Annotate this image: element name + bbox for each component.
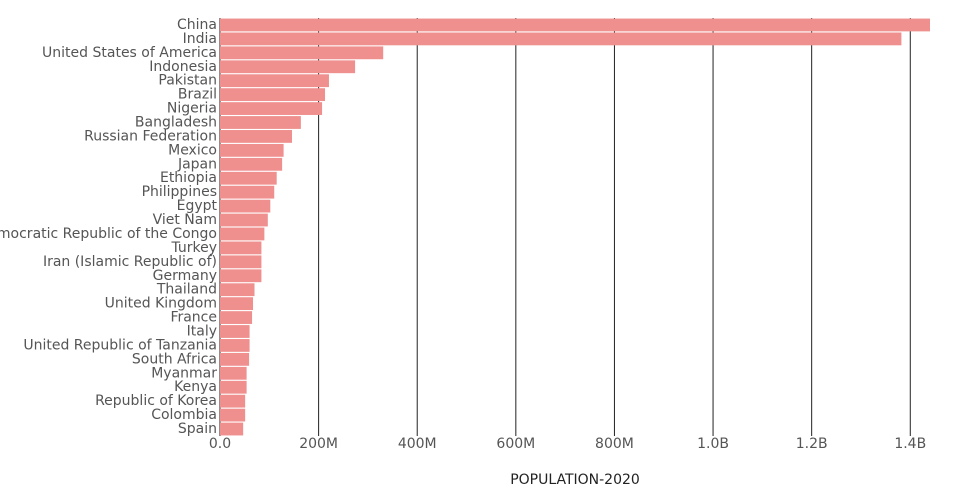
bar (220, 130, 292, 143)
bar (220, 171, 277, 185)
y-tick-label: Viet Nam (153, 212, 217, 228)
bar (220, 380, 247, 394)
y-tick-label: Pakistan (158, 73, 217, 89)
y-tick-label: Nigeria (167, 101, 217, 117)
x-tick-label: 1.0B (697, 436, 729, 452)
y-tick-label: Iran (Islamic Republic of) (43, 254, 217, 270)
bar (220, 283, 255, 297)
y-tick-label: United States of America (42, 45, 217, 61)
bar (220, 32, 902, 46)
bar (220, 88, 326, 102)
bar (220, 366, 247, 380)
x-tick-label: 1.4B (894, 436, 926, 452)
bar (220, 297, 254, 311)
bar (220, 227, 265, 241)
bar (220, 325, 250, 338)
x-tick-label: 1.2B (796, 436, 828, 452)
y-tick-label: Bangladesh (135, 115, 217, 131)
x-axis-title: POPULATION-2020 (510, 472, 640, 488)
bar (220, 18, 930, 32)
bar (220, 143, 284, 157)
bar (220, 185, 275, 199)
y-tick-label: Turkey (170, 240, 217, 256)
y-tick-label: Kenya (174, 379, 217, 395)
bar (220, 394, 246, 408)
bar (220, 408, 246, 422)
bar (220, 311, 253, 324)
bar (220, 60, 356, 74)
y-tick-label: Brazil (178, 87, 217, 103)
y-tick-label: Germany (153, 268, 217, 284)
x-tick-label: 600M (496, 436, 535, 452)
y-tick-label: Indonesia (149, 59, 217, 75)
y-tick-label: United Republic of Tanzania (23, 337, 217, 353)
y-tick-label: United Kingdom (105, 296, 217, 312)
x-tick-label: 400M (398, 436, 437, 452)
y-tick-label: Spain (178, 421, 217, 437)
y-tick-label: India (183, 31, 217, 47)
bar (220, 269, 262, 283)
y-tick-label: Colombia (151, 407, 217, 423)
y-tick-label: Thailand (156, 282, 217, 298)
bar (220, 199, 271, 213)
y-tick-label: Japan (177, 156, 217, 172)
y-tick-label: Egypt (177, 198, 218, 214)
bar (220, 422, 244, 436)
y-tick-label: Republic of Korea (95, 393, 217, 409)
bar (220, 339, 250, 352)
y-tick-label: France (170, 310, 217, 326)
bar (220, 74, 329, 88)
y-tick-label: Myanmar (151, 365, 217, 381)
y-tick-label: Democratic Republic of the Congo (0, 226, 217, 242)
bar (220, 102, 323, 115)
y-tick-label: Italy (187, 324, 217, 340)
x-tick-label: 200M (299, 436, 338, 452)
bar (220, 213, 268, 227)
y-tick-label: South Africa (132, 351, 217, 367)
y-tick-label: Russian Federation (84, 128, 217, 144)
bar (220, 116, 301, 129)
y-tick-label: Mexico (168, 142, 217, 158)
bar (220, 352, 250, 366)
x-tick-label: 800M (595, 436, 634, 452)
y-tick-label: Ethiopia (160, 170, 217, 186)
x-tick-label: 0.0 (209, 436, 231, 452)
y-tick-label: Philippines (142, 184, 217, 200)
bar (220, 46, 384, 60)
y-tick-label: China (177, 17, 217, 33)
bar (220, 255, 262, 269)
bar (220, 241, 262, 255)
bar (220, 157, 283, 171)
